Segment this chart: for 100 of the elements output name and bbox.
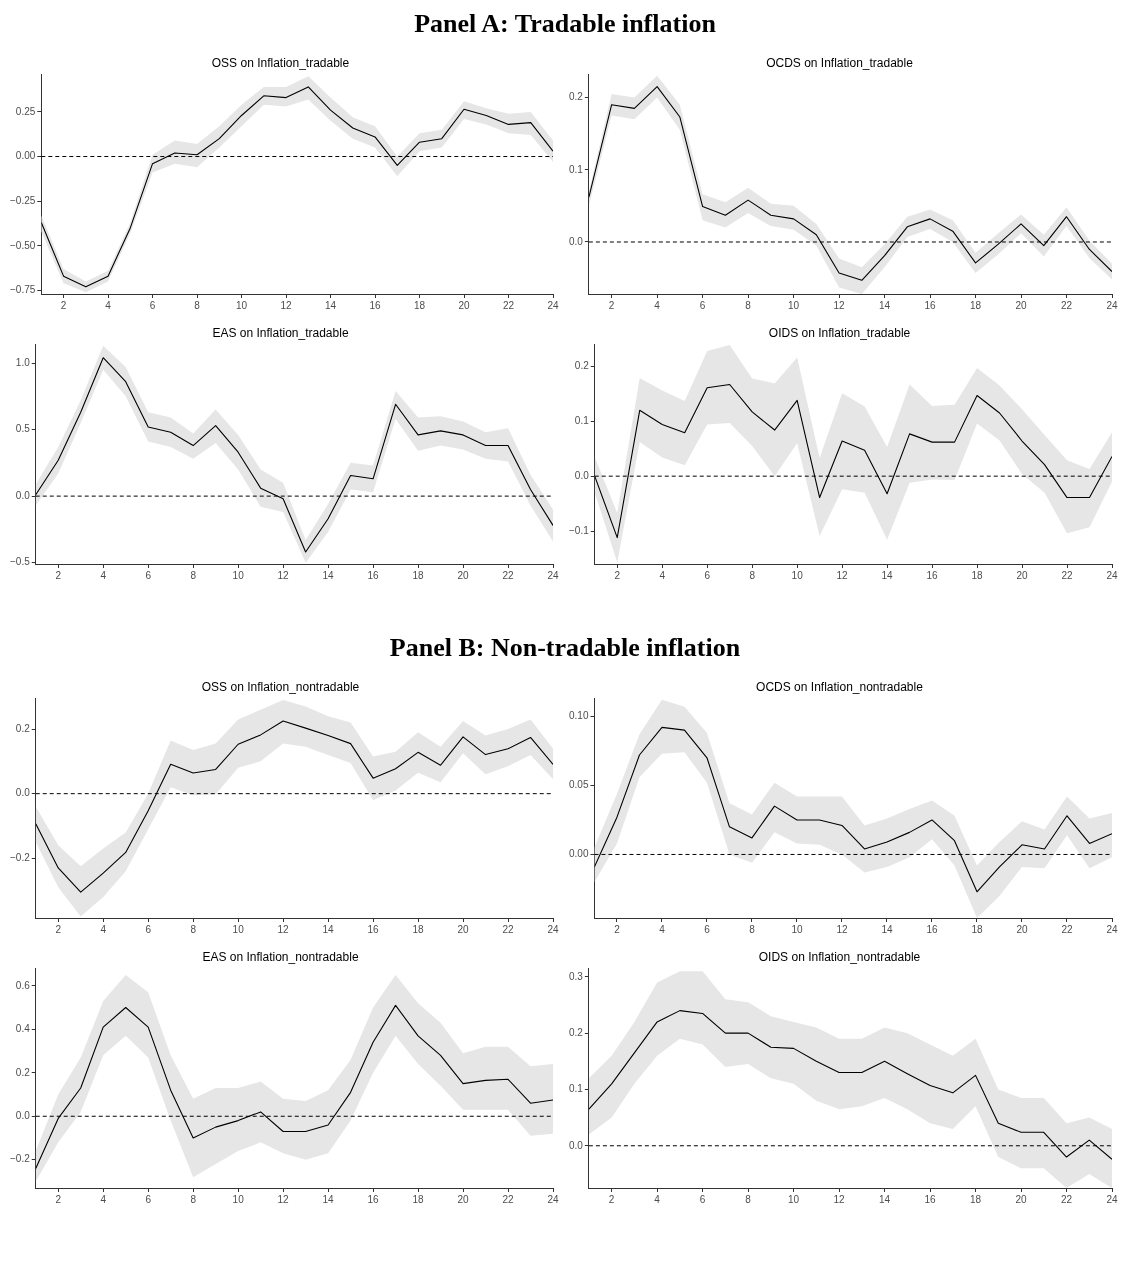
x-tick-label: 14 <box>879 1193 891 1205</box>
x-tick-label: 8 <box>745 1193 752 1205</box>
x-tick-label: 2 <box>608 299 615 311</box>
chart-title: OIDS on Inflation_tradable <box>768 325 911 340</box>
x-tick-label: 10 <box>232 1193 245 1205</box>
x-tick-label: 16 <box>926 569 939 581</box>
x-tick-label: 4 <box>654 299 661 311</box>
x-tick-label: 18 <box>412 923 425 935</box>
y-tick-label: 0.00 <box>15 150 36 162</box>
x-tick-label: 2 <box>614 923 621 935</box>
chart-subtitle: Panel A: Tradable inflation <box>413 8 717 40</box>
x-tick-label: 18 <box>412 1193 425 1205</box>
x-tick-label: 2 <box>55 923 62 935</box>
x-tick-label: 12 <box>280 299 293 311</box>
y-tick-label: 0.0 <box>569 1139 584 1151</box>
x-tick-label: 22 <box>502 923 515 935</box>
y-tick-label: −0.5 <box>9 556 31 568</box>
x-tick-label: 2 <box>608 1193 615 1205</box>
x-tick-label: 8 <box>190 923 197 935</box>
x-tick-label: 16 <box>367 569 380 581</box>
x-tick-label: 12 <box>277 923 290 935</box>
chart-title: EAS on Inflation_nontradable <box>202 949 359 964</box>
y-tick-label: −0.2 <box>9 852 31 864</box>
x-tick-label: 6 <box>145 1193 152 1205</box>
x-tick-label: 24 <box>547 299 559 311</box>
x-tick-label: 2 <box>55 569 62 581</box>
x-tick-label: 18 <box>971 569 984 581</box>
x-tick-label: 4 <box>654 1193 661 1205</box>
y-tick-label: 0.1 <box>569 163 584 175</box>
chart-title: OIDS on Inflation_nontradable <box>758 949 921 964</box>
y-tick-label: 0.1 <box>574 415 590 427</box>
x-tick-label: 18 <box>971 923 983 935</box>
y-tick-label: 0.2 <box>574 360 590 372</box>
x-tick-label: 8 <box>745 299 752 311</box>
chart-title: OSS on Inflation_tradable <box>211 55 350 70</box>
y-tick-label: 0.0 <box>569 235 584 247</box>
x-tick-label: 24 <box>1106 1193 1118 1205</box>
chart-title: OCDS on Inflation_tradable <box>766 55 914 70</box>
x-tick-label: 12 <box>836 569 849 581</box>
x-tick-label: 22 <box>1061 569 1074 581</box>
x-tick-label: 14 <box>881 923 893 935</box>
x-tick-label: 22 <box>502 299 515 311</box>
chart-title: OSS on Inflation_nontradable <box>201 679 360 694</box>
x-tick-label: 10 <box>791 923 803 935</box>
x-tick-label: 14 <box>322 569 335 581</box>
y-tick-label: 0.0 <box>574 469 590 481</box>
x-tick-label: 22 <box>1061 923 1073 935</box>
x-tick-label: 6 <box>699 299 706 311</box>
x-tick-label: 16 <box>926 923 938 935</box>
x-tick-label: 8 <box>190 569 197 581</box>
x-tick-label: 20 <box>1016 569 1029 581</box>
x-tick-label: 18 <box>969 1193 982 1205</box>
x-tick-label: 6 <box>704 923 711 935</box>
y-tick-label: 0.05 <box>568 779 589 791</box>
x-tick-label: 10 <box>232 923 245 935</box>
x-tick-label: 24 <box>547 923 559 935</box>
x-tick-label: 16 <box>369 299 382 311</box>
x-tick-label: 22 <box>502 569 515 581</box>
x-tick-label: 8 <box>194 299 201 311</box>
y-tick-label: 0.5 <box>15 423 31 435</box>
chart-subtitle: Panel B: Non-tradable inflation <box>388 632 742 664</box>
y-tick-label: 0.2 <box>15 1066 31 1078</box>
x-tick-label: 16 <box>924 1193 937 1205</box>
x-tick-label: 10 <box>232 569 245 581</box>
x-tick-label: 20 <box>1016 923 1028 935</box>
x-tick-label: 10 <box>788 299 800 311</box>
x-tick-label: 12 <box>833 1193 846 1205</box>
x-tick-label: 12 <box>277 569 290 581</box>
x-tick-label: 14 <box>879 299 891 311</box>
x-tick-label: 22 <box>1060 1193 1073 1205</box>
x-tick-label: 20 <box>458 299 471 311</box>
chart-title: EAS on Inflation_tradable <box>212 325 349 340</box>
y-tick-label: 0.4 <box>15 1023 31 1035</box>
x-tick-label: 4 <box>659 923 666 935</box>
x-tick-label: 14 <box>881 569 894 581</box>
x-tick-label: 24 <box>1106 923 1118 935</box>
x-tick-label: 2 <box>60 299 67 311</box>
y-tick-label: −0.1 <box>568 524 590 536</box>
y-tick-label: −0.25 <box>9 194 36 206</box>
x-tick-label: 24 <box>1106 299 1118 311</box>
x-tick-label: 16 <box>367 1193 380 1205</box>
x-tick-label: 14 <box>322 1193 335 1205</box>
y-tick-label: 0.0 <box>15 1110 31 1121</box>
x-tick-label: 20 <box>457 1193 470 1205</box>
y-tick-label: 0.3 <box>569 970 584 982</box>
y-tick-label: −0.2 <box>9 1153 31 1165</box>
x-tick-label: 6 <box>145 923 152 935</box>
y-tick-label: 0.2 <box>569 91 584 103</box>
x-tick-label: 8 <box>749 569 756 581</box>
x-tick-label: 6 <box>149 299 156 311</box>
y-tick-label: 0.6 <box>15 979 31 991</box>
x-tick-label: 22 <box>1060 299 1073 311</box>
x-tick-label: 4 <box>100 569 107 581</box>
y-tick-label: 0.2 <box>569 1026 584 1038</box>
x-tick-label: 4 <box>659 569 666 581</box>
x-tick-label: 8 <box>749 923 756 935</box>
y-tick-label: 0.00 <box>568 848 589 860</box>
y-tick-label: −0.75 <box>9 284 36 296</box>
x-tick-label: 10 <box>791 569 804 581</box>
x-tick-label: 24 <box>547 1193 559 1205</box>
